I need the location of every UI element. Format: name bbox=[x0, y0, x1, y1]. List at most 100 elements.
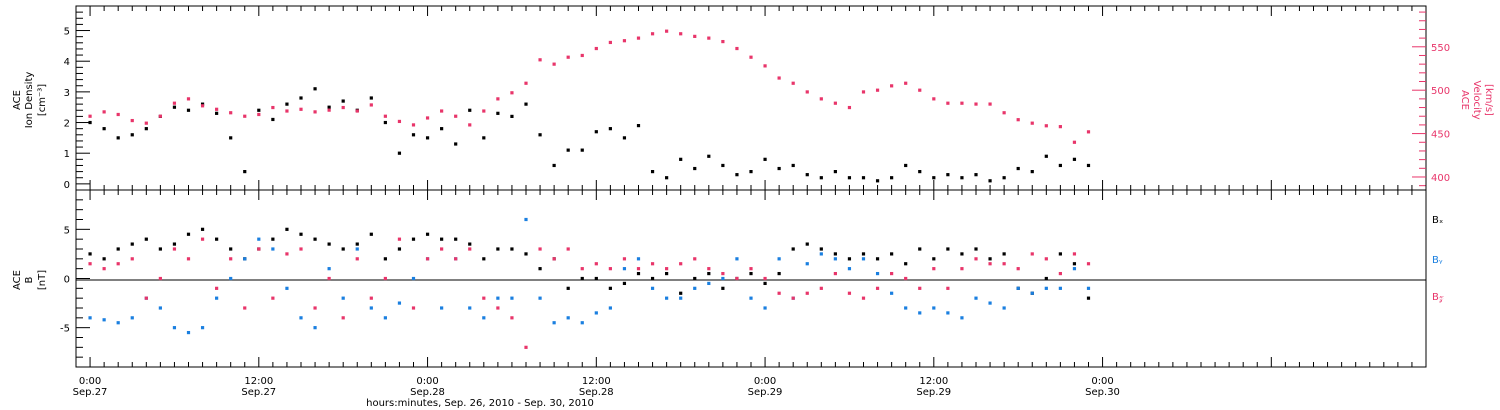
density-point bbox=[425, 136, 430, 140]
bx-point bbox=[594, 276, 598, 281]
density-point bbox=[313, 87, 317, 91]
velocity-point bbox=[679, 32, 683, 36]
bz-point bbox=[566, 247, 570, 251]
bz-point bbox=[608, 267, 612, 271]
bz-point bbox=[819, 286, 823, 290]
velocity-point bbox=[1016, 118, 1020, 122]
velocity-point bbox=[932, 97, 936, 101]
velocity-point bbox=[833, 101, 837, 105]
density-point bbox=[1030, 170, 1034, 174]
bx-point bbox=[566, 286, 570, 290]
bz-point bbox=[186, 257, 191, 261]
by-point bbox=[102, 318, 106, 322]
density-tick-label: 0 bbox=[64, 180, 70, 191]
bx-point bbox=[988, 257, 992, 261]
density-point bbox=[116, 136, 120, 140]
density-point bbox=[890, 176, 894, 180]
bx-point bbox=[693, 276, 697, 281]
by-point bbox=[904, 306, 908, 310]
legend-by: Bᵧ bbox=[1432, 255, 1443, 266]
velocity-point bbox=[749, 55, 753, 59]
density-point bbox=[1016, 166, 1020, 171]
velocity-point bbox=[875, 88, 880, 92]
bz-point bbox=[1044, 257, 1048, 261]
by-point bbox=[1030, 291, 1034, 295]
velocity-point bbox=[257, 112, 261, 117]
by-point bbox=[215, 296, 219, 300]
bx-point bbox=[875, 257, 880, 261]
by-point bbox=[1072, 267, 1077, 271]
x-tick-day-label: Sep.28 bbox=[579, 387, 614, 398]
density-point bbox=[215, 111, 219, 115]
by-point bbox=[440, 306, 444, 310]
by-point bbox=[974, 296, 978, 300]
density-tick-label: 5 bbox=[64, 27, 70, 38]
bx-point bbox=[819, 247, 823, 251]
density-axis-label-line3: [cm⁻³] bbox=[37, 84, 48, 116]
bz-point bbox=[243, 306, 247, 310]
bz-point bbox=[271, 296, 275, 300]
velocity-point bbox=[327, 108, 331, 112]
density-point bbox=[243, 170, 247, 174]
by-point bbox=[636, 257, 641, 261]
by-point bbox=[988, 301, 992, 305]
bx-point bbox=[777, 271, 781, 276]
density-axis-label-line1: ACE bbox=[12, 90, 23, 110]
velocity-tick-label: 550 bbox=[1431, 43, 1450, 54]
by-point bbox=[538, 296, 542, 300]
bx-point bbox=[622, 281, 627, 286]
velocity-point bbox=[1086, 130, 1091, 134]
by-point bbox=[243, 257, 247, 261]
density-point bbox=[721, 163, 725, 168]
density-point bbox=[707, 154, 711, 158]
density-tick-label: 3 bbox=[64, 88, 70, 99]
velocity-point bbox=[102, 110, 106, 114]
bx-point bbox=[918, 247, 922, 251]
bz-point bbox=[299, 247, 303, 251]
velocity-point bbox=[313, 110, 317, 114]
bz-point bbox=[861, 296, 866, 300]
velocity-point bbox=[580, 53, 584, 58]
bz-point bbox=[158, 276, 162, 281]
bz-point bbox=[440, 247, 444, 251]
by-point bbox=[397, 301, 402, 305]
density-point bbox=[172, 105, 177, 109]
velocity-point bbox=[650, 32, 655, 36]
legend-bx: Bₓ bbox=[1432, 215, 1443, 226]
bz-point bbox=[890, 271, 894, 276]
bx-point bbox=[355, 242, 359, 246]
bz-point bbox=[130, 257, 134, 261]
velocity-point bbox=[440, 109, 444, 113]
by-point bbox=[861, 257, 866, 261]
bx-point bbox=[172, 242, 177, 246]
bz-point bbox=[383, 276, 387, 281]
by-point bbox=[158, 306, 162, 310]
bz-point bbox=[805, 291, 809, 295]
x-tick-time-label: 12:00 bbox=[919, 376, 948, 387]
x-tick-time-label: 0:00 bbox=[416, 376, 438, 387]
bx-point bbox=[946, 247, 950, 251]
bz-point bbox=[988, 262, 992, 266]
by-point bbox=[313, 326, 317, 330]
bx-point bbox=[144, 237, 148, 241]
velocity-point bbox=[271, 105, 275, 110]
bx-point bbox=[707, 271, 711, 276]
bz-point bbox=[411, 306, 416, 310]
top-right-axis: 400 450 500 550 bbox=[1412, 11, 1450, 187]
bx-point bbox=[341, 247, 345, 251]
bx-point bbox=[960, 252, 964, 256]
bx-point bbox=[383, 257, 387, 261]
velocity-point bbox=[622, 39, 627, 43]
bfield-axis-label-line1: ACE bbox=[12, 270, 23, 290]
by-point bbox=[510, 296, 514, 300]
bx-point bbox=[425, 232, 430, 236]
bz-point bbox=[580, 267, 584, 271]
bx-point bbox=[721, 286, 725, 290]
velocity-point bbox=[721, 39, 725, 44]
bx-point bbox=[411, 237, 416, 241]
by-point bbox=[777, 257, 781, 261]
density-point bbox=[468, 108, 472, 112]
bx-point bbox=[102, 257, 106, 261]
by-point bbox=[468, 306, 472, 310]
